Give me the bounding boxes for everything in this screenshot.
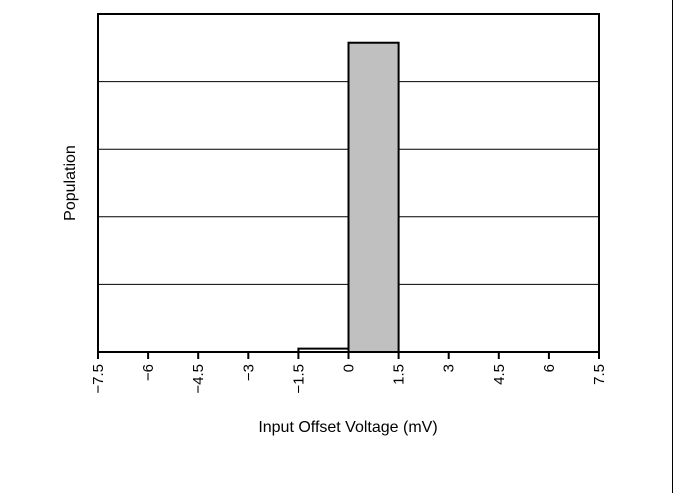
x-tick-label: −4.5: [190, 364, 207, 394]
x-axis-label: Input Offset Voltage (mV): [258, 419, 437, 436]
y-axis-label: Population: [62, 145, 79, 221]
histogram-bar-2: [347, 41, 400, 353]
x-tick-label: −7.5: [90, 364, 107, 394]
x-tick-label: 4.5: [491, 364, 508, 385]
bars: [297, 41, 400, 353]
x-tick-label: 6: [541, 364, 558, 372]
x-tick-label: 7.5: [591, 364, 608, 385]
x-axis-ticks: −7.5 −6 −4.5 −3 −1.5 0 1.5 3 4.5 6 7.5: [90, 352, 608, 394]
x-tick-label: 3: [441, 364, 458, 372]
x-tick-label: −1.5: [290, 364, 307, 394]
x-tick-label: −3: [240, 364, 257, 381]
x-tick-label: 0: [341, 364, 358, 372]
x-tick-label: 1.5: [391, 364, 408, 385]
x-tick-label: −6: [140, 364, 157, 381]
